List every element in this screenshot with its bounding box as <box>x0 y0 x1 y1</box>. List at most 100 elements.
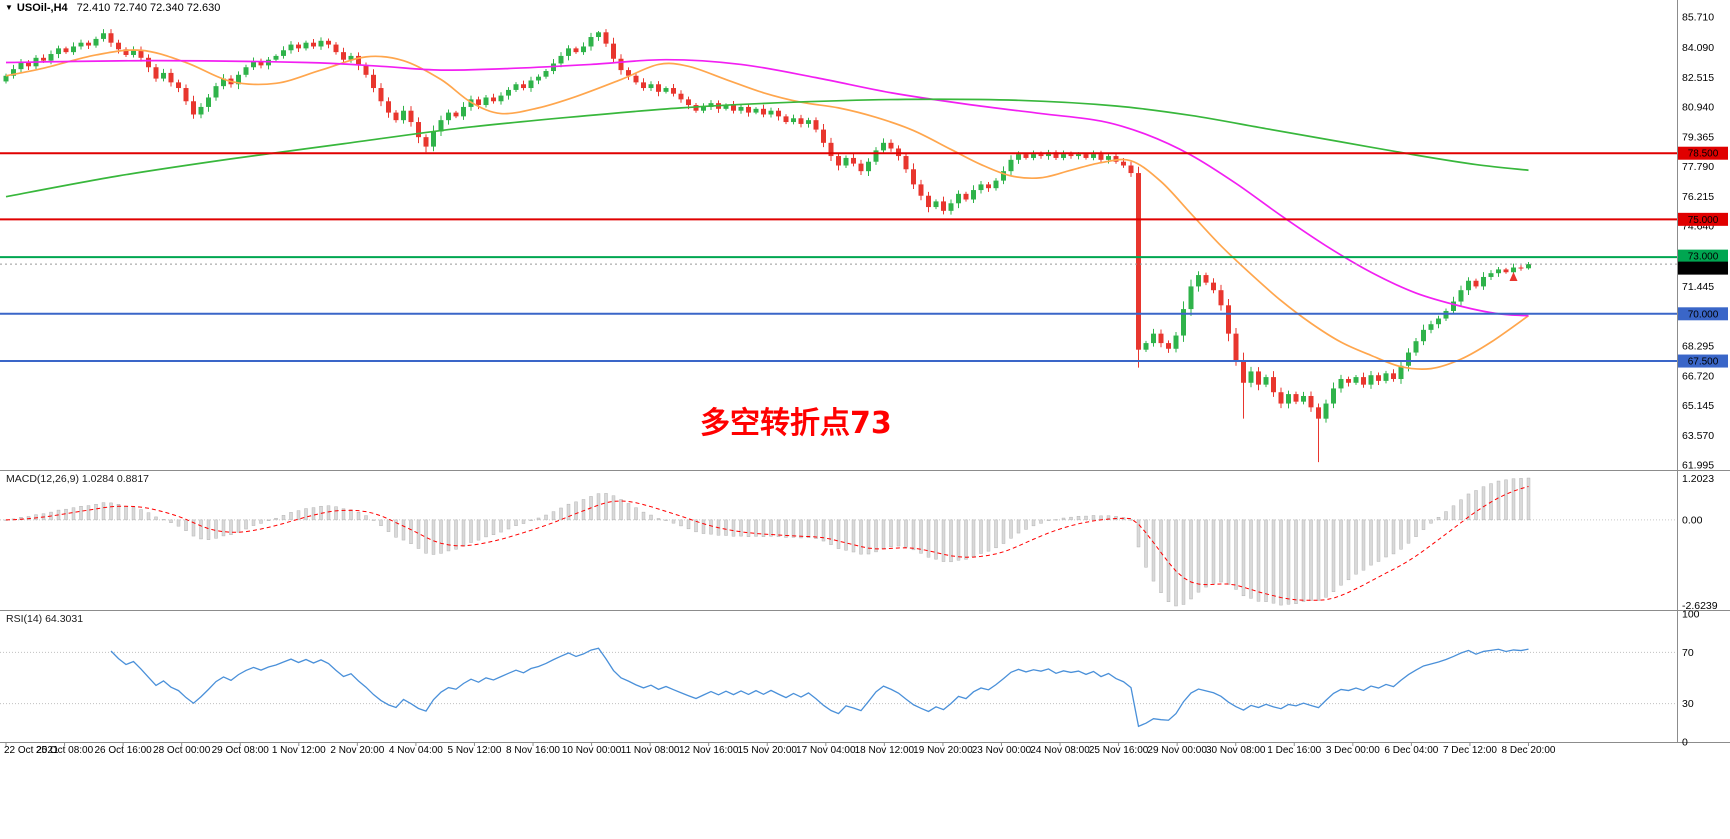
macd-histogram-bar <box>536 517 541 521</box>
macd-histogram-bar <box>1286 519 1291 605</box>
macd-histogram-bar <box>64 508 68 521</box>
macd-histogram-bar <box>821 519 826 542</box>
macd-histogram-bar <box>236 519 241 533</box>
expander-icon[interactable]: ▼ <box>5 3 13 12</box>
macd-histogram-bar <box>176 519 181 527</box>
candle-body <box>1211 282 1216 291</box>
macd-histogram-bar <box>769 519 773 537</box>
candle-body <box>1518 267 1524 269</box>
macd-histogram-bar <box>799 519 803 539</box>
price-badge-bg <box>1678 261 1728 275</box>
candle-body <box>1001 171 1006 181</box>
macd-histogram-bar <box>1024 519 1028 530</box>
candle-body <box>1481 276 1486 287</box>
price-axis-label: 63.570 <box>1682 430 1714 442</box>
macd-histogram-bar <box>431 519 436 555</box>
macd-histogram-bar <box>994 519 998 549</box>
macd-histogram-bar <box>1354 519 1358 575</box>
time-axis-label: 15 Nov 20:00 <box>738 745 798 756</box>
candle-body <box>1061 154 1066 158</box>
macd-histogram-bar <box>1361 519 1366 571</box>
rsi-pane[interactable] <box>0 647 1677 728</box>
macd-histogram-bar <box>1084 515 1088 521</box>
candle-body <box>26 62 31 67</box>
macd-histogram-bar <box>574 501 578 521</box>
price-badge: 70.000 <box>1678 307 1728 321</box>
candle-body <box>311 42 316 47</box>
macd-histogram-bar <box>356 512 361 521</box>
candle-body <box>78 42 84 47</box>
macd-histogram-bar <box>551 511 556 521</box>
candle-body <box>806 120 811 124</box>
candle-body <box>813 120 819 130</box>
candle-body <box>56 48 61 55</box>
time-axis-label: 11 Nov 08:00 <box>621 745 680 756</box>
candle-body <box>416 122 421 138</box>
price-badge-bg <box>1678 307 1728 321</box>
macd-histogram-bar <box>454 519 458 550</box>
macd-histogram-bar <box>1211 519 1216 584</box>
macd-histogram-bar <box>896 519 901 547</box>
candle-body <box>1338 378 1344 389</box>
macd-histogram-bar <box>131 507 136 521</box>
price-badge-label: 75.000 <box>1688 215 1719 226</box>
candle-body <box>251 61 256 68</box>
time-axis-label: 3 Dec 00:00 <box>1326 745 1380 756</box>
macd-histogram-bar <box>1046 519 1051 521</box>
candle-body <box>191 101 196 115</box>
macd-histogram-bar <box>1054 519 1058 521</box>
macd-histogram-bar <box>544 514 548 521</box>
candle-body <box>543 71 549 77</box>
macd-histogram-bar <box>341 508 346 521</box>
macd-histogram-bar <box>776 519 781 537</box>
candle-body <box>3 75 9 82</box>
candle-body <box>138 50 144 58</box>
price-badge-label: 67.500 <box>1688 357 1719 368</box>
time-axis-label: 6 Dec 04:00 <box>1384 745 1438 756</box>
macd-histogram-bar <box>566 503 571 521</box>
macd-histogram-bar <box>296 510 301 521</box>
candle-body <box>318 40 324 47</box>
candle-body <box>206 97 211 107</box>
macd-histogram-bar <box>919 519 923 554</box>
candle-body <box>491 97 496 102</box>
macd-histogram-bar <box>514 519 518 526</box>
candle-body <box>153 67 159 79</box>
candle-body <box>1121 161 1126 166</box>
macd-histogram-bar <box>581 499 586 521</box>
candle-body <box>1301 395 1306 402</box>
candle-body <box>1376 375 1381 381</box>
main-price-pane[interactable] <box>0 29 1677 463</box>
candle-body <box>1361 377 1366 385</box>
candle-body <box>558 55 564 64</box>
macd-histogram-bar <box>1444 511 1448 521</box>
candle-body <box>1398 365 1404 379</box>
macd-histogram-bar <box>1166 519 1171 602</box>
candle-body <box>708 103 714 107</box>
candle-body <box>101 33 106 39</box>
macd-histogram-bar <box>881 519 886 549</box>
candle-body <box>438 120 444 132</box>
macd-histogram-bar <box>124 506 128 521</box>
macd-histogram-bar <box>604 493 608 521</box>
macd-histogram-bar <box>859 519 863 555</box>
macd-histogram-bar <box>1129 519 1133 521</box>
candle-body <box>258 61 264 66</box>
macd-histogram-bar <box>1436 517 1441 521</box>
macd-histogram-bar <box>521 519 526 524</box>
candle-body <box>461 106 466 117</box>
macd-pane[interactable] <box>0 477 1677 607</box>
candle-body <box>498 95 504 102</box>
price-axis-label: 76.215 <box>1682 191 1714 203</box>
macd-histogram-bar <box>1241 519 1246 597</box>
candle-body <box>168 72 174 83</box>
macd-histogram-bar <box>1271 519 1276 604</box>
candle-body <box>1008 159 1014 172</box>
candle-body <box>1496 269 1501 274</box>
macd-histogram-bar <box>154 516 158 521</box>
candle-body <box>116 42 121 50</box>
macd-histogram-bar <box>484 519 488 538</box>
ohlc-values: 72.410 72.740 72.340 72.630 <box>76 2 221 14</box>
candle-body <box>1271 377 1276 393</box>
